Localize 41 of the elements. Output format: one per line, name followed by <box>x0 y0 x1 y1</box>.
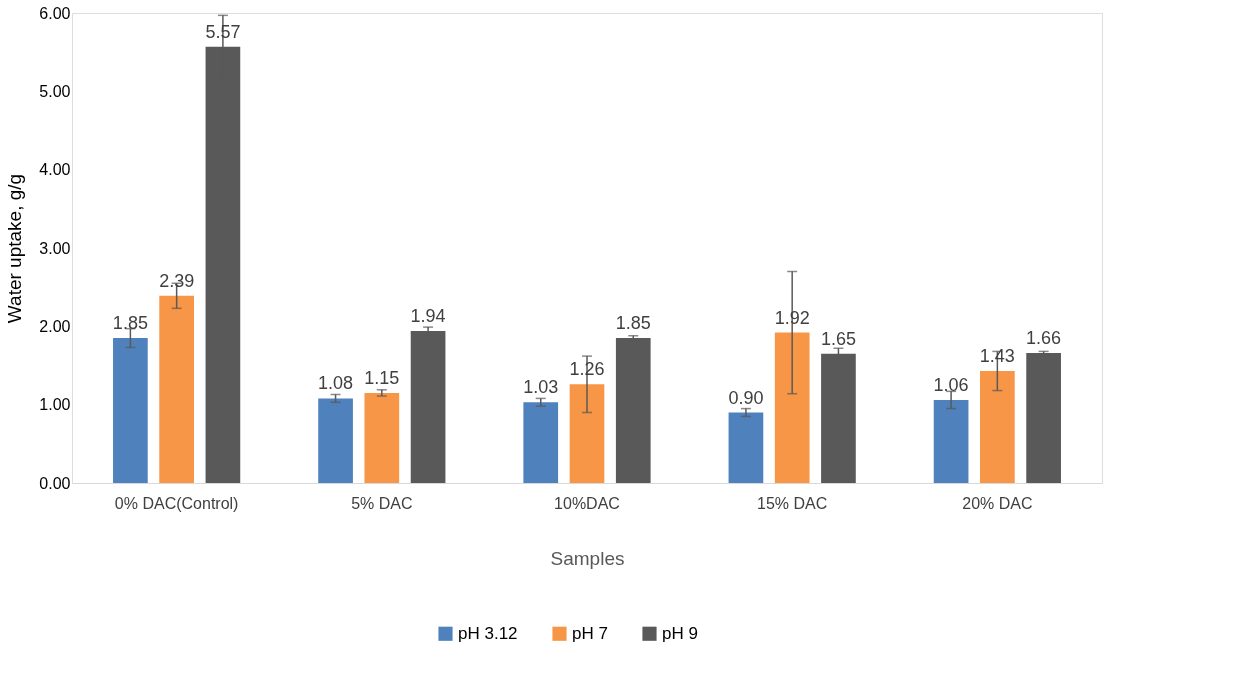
data-label: 1.66 <box>1026 327 1062 348</box>
bar <box>113 338 148 483</box>
bar <box>523 402 559 483</box>
x-axis-title: Samples <box>550 547 625 569</box>
y-tick-label: 1.00 <box>39 396 71 414</box>
data-label: 1.85 <box>615 313 651 334</box>
data-label: 1.06 <box>933 374 969 395</box>
legend-label: pH 9 <box>662 623 698 643</box>
bar <box>728 412 764 483</box>
data-label: 2.39 <box>159 270 195 291</box>
legend-label: pH 7 <box>572 623 608 643</box>
bar <box>821 353 856 483</box>
data-label: 0.90 <box>728 387 764 408</box>
y-tick-label: 4.00 <box>39 161 71 179</box>
bar <box>364 392 400 483</box>
bar <box>774 332 810 483</box>
bar <box>933 399 969 483</box>
data-label: 1.15 <box>364 367 400 388</box>
bar <box>1026 352 1061 483</box>
x-tick-label: 5% DAC <box>351 494 413 512</box>
y-axis-title: Water uptake, g/g <box>4 173 26 324</box>
bar <box>980 370 1015 483</box>
data-label: 1.94 <box>410 306 446 327</box>
bar <box>159 295 194 483</box>
y-tick-label: 5.00 <box>39 82 71 100</box>
y-tick-label: 0.00 <box>39 474 71 492</box>
y-tick-label: 3.00 <box>39 239 71 257</box>
x-tick-label: 20% DAC <box>962 494 1033 512</box>
data-label: 1.08 <box>318 373 354 394</box>
x-tick-label: 10%DAC <box>554 494 620 512</box>
data-label: 1.85 <box>112 313 148 334</box>
bar <box>318 398 353 483</box>
data-label: 1.03 <box>523 377 559 398</box>
bar <box>569 384 605 483</box>
y-tick-label: 2.00 <box>39 317 71 335</box>
y-tick-label: 6.00 <box>39 4 71 22</box>
x-tick-label: 15% DAC <box>757 494 828 512</box>
data-label: 1.65 <box>820 328 856 349</box>
legend-label: pH 3.12 <box>458 623 518 643</box>
x-tick-label: 0% DAC(Control) <box>114 494 239 512</box>
bar <box>410 331 446 483</box>
